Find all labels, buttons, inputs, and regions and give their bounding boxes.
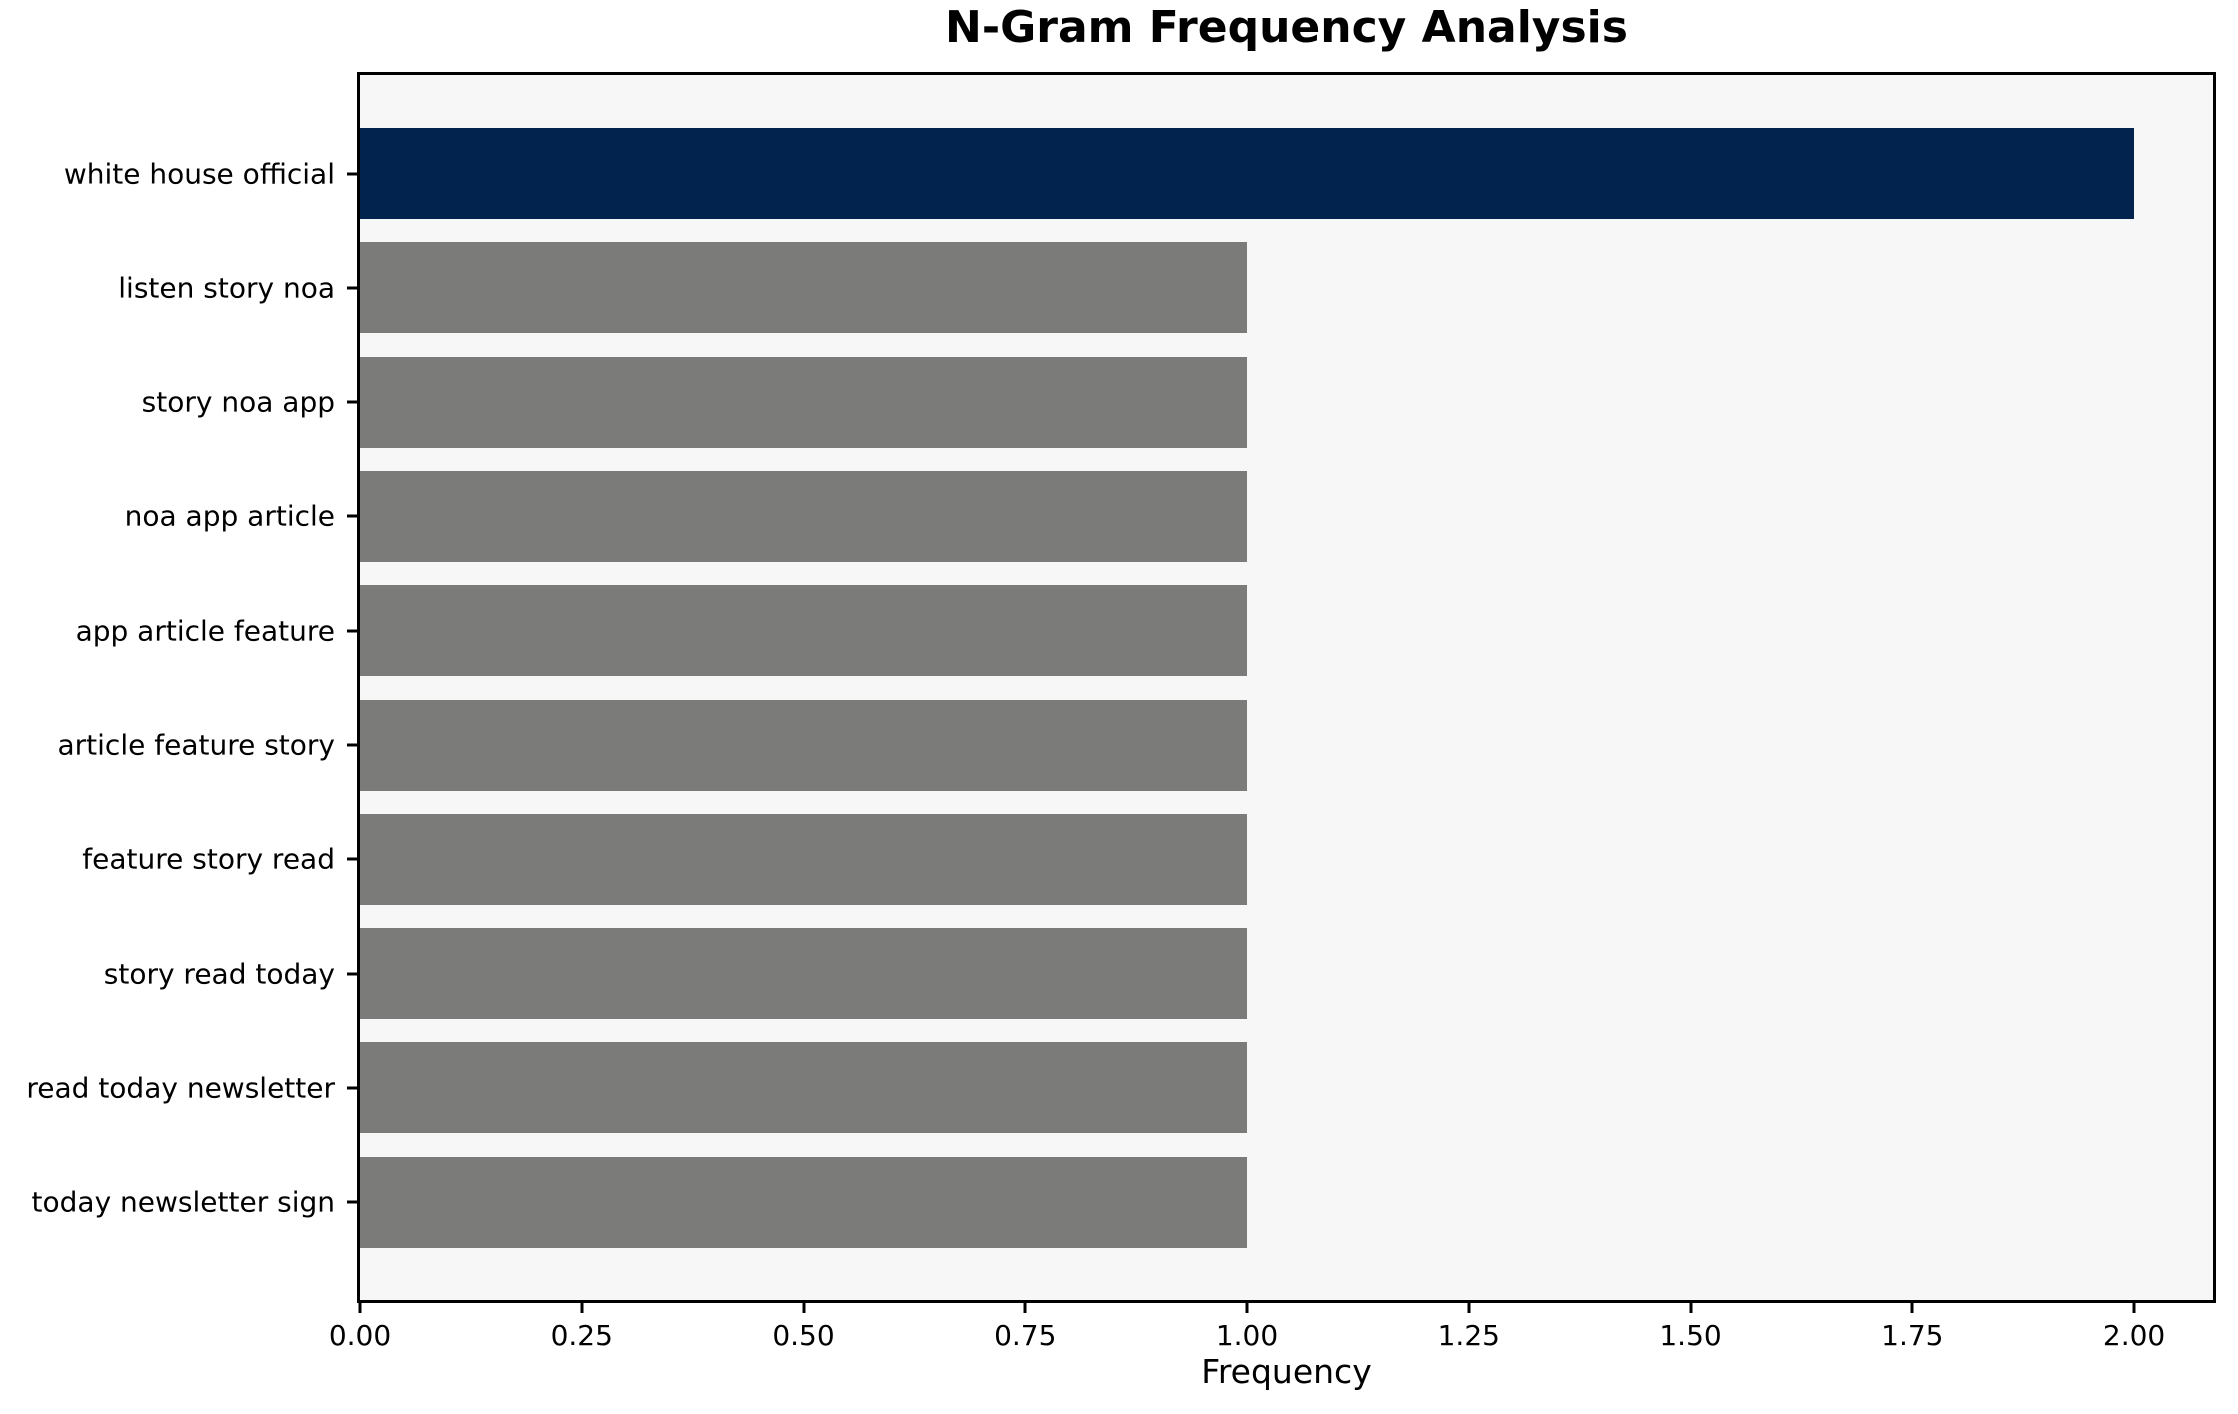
y-tick-mark (347, 514, 357, 518)
x-tick-mark (2132, 1303, 2136, 1313)
x-tick-mark (1467, 1303, 1471, 1313)
bar (360, 813, 1248, 905)
x-tick-mark (1245, 1303, 1249, 1313)
x-tick-label: 0.00 (328, 1319, 392, 1352)
x-axis-label: Frequency (1201, 1352, 1372, 1391)
bar-row: story noa app (142, 356, 2213, 448)
x-tick-mark (802, 1303, 805, 1313)
y-tick-mark (347, 172, 357, 175)
y-tick-mark (347, 972, 357, 976)
bar-row: app article feature (76, 585, 2213, 677)
bar (360, 585, 1248, 677)
y-tick-label: listen story noa (118, 271, 335, 305)
x-tick-label: 1.50 (1659, 1319, 1722, 1352)
x-tick-mark (580, 1303, 584, 1313)
plot-area: white house official listen story noa stor… (26, 72, 2216, 1352)
x-tick-mark (1910, 1303, 1914, 1313)
x-tick-label: 0.25 (550, 1319, 613, 1352)
y-tick-mark (347, 1086, 357, 1090)
y-tick-label: today newsletter sign (31, 1185, 335, 1219)
x-tick-mark (1689, 1303, 1693, 1313)
y-tick-label: app article feature (75, 614, 335, 648)
bar-row: feature story read (82, 813, 2213, 905)
y-tick-mark (347, 743, 357, 747)
x-tick-label: 1.75 (1881, 1319, 1944, 1352)
y-tick-label: read today newsletter (26, 1071, 335, 1105)
bar (360, 1042, 1248, 1134)
x-tick-label: 1.25 (1437, 1319, 1500, 1352)
y-tick-label: article feature story (57, 728, 336, 762)
y-tick-label: story noa app (141, 385, 335, 419)
bar-row: article feature story (58, 699, 2213, 791)
y-tick-label: noa app article (124, 499, 335, 533)
bar-row: read today newsletter (26, 1042, 2213, 1134)
chart-title: N-Gram Frequency Analysis (945, 2, 1628, 53)
bar (360, 242, 1248, 334)
bar (360, 128, 2135, 219)
x-tick-label: 2.00 (2102, 1319, 2166, 1352)
y-tick-mark (347, 400, 357, 404)
bar-row: today newsletter sign (32, 1156, 2213, 1248)
y-tick-mark (347, 629, 357, 633)
y-tick-label: story read today (103, 957, 335, 991)
bar-row: noa app article (125, 470, 2213, 562)
bar (360, 470, 1248, 562)
bar (360, 1156, 1248, 1248)
bar-row: white house official (64, 128, 2213, 219)
y-tick-label: white house official (63, 157, 335, 190)
bar (360, 928, 1248, 1020)
bar (360, 356, 1248, 448)
y-tick-mark (347, 286, 357, 290)
x-tick-label: 1.00 (1215, 1319, 1279, 1352)
x-tick-label: 0.75 (994, 1319, 1057, 1352)
y-tick-mark (347, 1200, 357, 1204)
x-tick-mark (1023, 1303, 1027, 1313)
bar-row: listen story noa (118, 242, 2213, 334)
bar (360, 699, 1248, 791)
x-tick-mark (358, 1303, 362, 1313)
bar-row: story read today (104, 928, 2213, 1020)
y-tick-mark (347, 857, 357, 861)
x-tick-label: 0.50 (772, 1319, 835, 1352)
y-tick-label: feature story read (82, 842, 335, 876)
